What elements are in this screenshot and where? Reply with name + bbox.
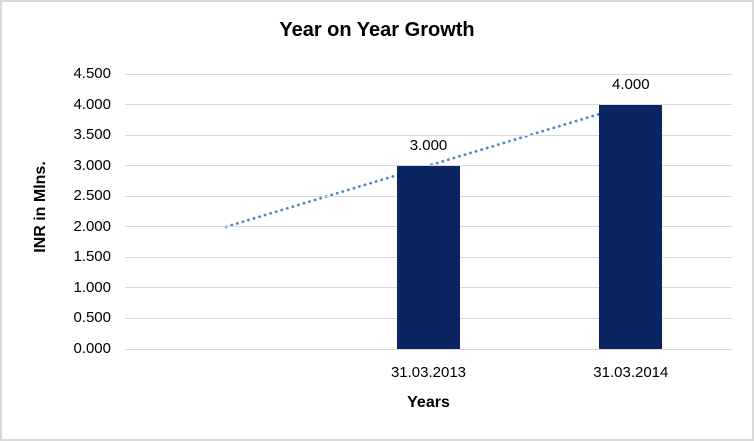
gridline [125,134,732,136]
gridline [125,348,732,350]
trendline-dotted-path [224,103,633,229]
y-tick-label: 2.500 [73,187,111,205]
bar-data-label: 3.000 [409,136,448,154]
bar [599,104,663,349]
y-tick-label: 0.500 [73,309,111,327]
x-tick-label: 31.03.2014 [593,364,669,381]
bar [397,165,460,349]
y-tick-label: 4.000 [73,95,111,113]
y-axis-title: INR in Mlns. [32,161,49,253]
chart-title: Year on Year Growth [279,19,475,41]
x-axis-title: Years [407,394,450,411]
bar-data-label: 4.000 [612,75,650,93]
y-tick-label: 2.000 [73,217,111,235]
gridline [125,73,732,75]
trendline [224,103,633,229]
y-tick-label: 4.500 [73,65,111,82]
y-tick-label: 1.000 [73,278,111,296]
y-tick-label: 1.500 [73,248,111,266]
y-tick-label: 3.500 [73,126,111,144]
gridline [125,104,732,106]
y-tick-label: 3.000 [73,156,111,174]
y-tick-label: 0.000 [73,340,111,357]
x-tick-label: 31.03.2013 [390,364,467,381]
